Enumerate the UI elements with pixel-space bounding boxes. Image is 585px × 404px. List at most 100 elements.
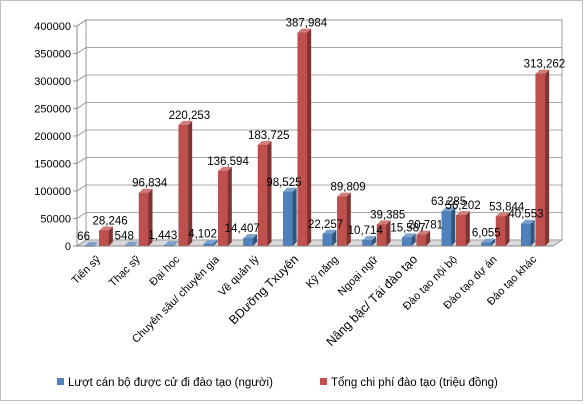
bar-side-2 [426,230,431,246]
data-label-series-2: 136,594 [207,156,249,168]
x-tick-label: BDưỡng Txuyên [226,252,301,327]
y-tick-label: 200000 [34,131,71,143]
bar-side-2 [346,192,351,246]
bar-top-2 [456,211,470,216]
data-label-series-2: 53,844 [489,201,525,213]
y-tick-label: 350000 [34,49,71,61]
x-tick-label: Đại học [147,253,182,288]
bar-side-1 [451,207,456,246]
bar-top-1 [521,219,535,224]
bar-1 [243,237,254,247]
gridline [76,47,562,54]
bar-top-2 [377,220,391,225]
bar-top-2 [218,166,232,171]
legend-swatch-series-2 [320,378,327,385]
bar-side-1 [173,241,178,246]
gridline [76,184,562,192]
bar-side-1 [292,187,297,246]
bar-top-1 [441,207,456,212]
gridlines [76,19,562,219]
bar-top-2 [416,230,431,235]
legend-label-series-1: Lượt cán bộ được cử đi đào tạo (người) [68,377,273,389]
bar-1 [441,210,452,247]
data-label-series-2: 20,781 [408,220,443,232]
bar-1 [481,242,492,247]
gridline [76,102,562,109]
y-tick-label: 250000 [34,104,71,116]
data-labels: 66 548 1,443 4,102 14,407 98,525 22,257 10,714 1… [77,18,565,243]
data-label-series-2: 39,385 [370,209,405,221]
y-tick-label: 100000 [34,186,71,198]
bar-1 [401,237,412,247]
y-axis: 0 50000 100000 150000 200000 250000 300000 3500… [34,21,78,253]
data-label-series-1: 15,587 [390,222,425,234]
bar-side-1 [134,241,138,246]
y-tick-label: 150000 [34,159,71,171]
legend-swatch-series-1 [57,378,64,385]
gridline [76,157,562,164]
x-tick-label: Kỹ năng [304,254,341,291]
data-label-series-2: 89,809 [330,182,365,194]
bar-side-2 [386,220,391,246]
bar-side-1 [491,238,495,246]
bar-top-1 [362,236,376,241]
bar-top-2 [99,226,113,231]
bar-side-1 [530,219,535,246]
data-label-series-2: 313,262 [524,59,566,71]
y-tick-label: 0 [65,241,71,253]
bar-2 [99,230,110,247]
x-tick-label: Thạc sỹ [107,253,143,289]
data-label-series-2: 183,725 [248,130,290,142]
legend: Lượt cán bộ được cử đi đào tạo (người) T… [57,377,498,389]
data-label-series-1: 98,525 [266,177,301,189]
bar-top-2 [297,28,312,33]
data-label-series-1: 66 [77,231,90,243]
bar-top-1 [283,187,297,192]
data-label-series-1: 548 [115,231,134,243]
bar-side-1 [94,241,99,246]
bar-side-2 [545,69,550,246]
data-label-series-2: 220,253 [169,110,211,122]
data-label-series-1: 10,714 [348,225,384,237]
bar-1 [520,223,531,247]
bar-side-2 [148,188,153,246]
y-tick-label: 400000 [34,21,71,33]
bar-side-1 [253,234,257,246]
gridline [76,212,562,219]
legend-label-series-2: Tổng chi phí đào tạo (triệu đồng) [331,377,498,389]
bar-2 [178,124,189,247]
bar-2 [297,32,308,247]
bar-top-1 [243,234,257,239]
bar-side-2 [505,212,510,246]
bar-top-2 [496,212,510,217]
bar-top-1 [164,241,178,246]
bar-top-2 [535,69,550,74]
bar-side-2 [307,28,312,247]
data-label-series-1: 22,257 [308,219,343,231]
bar-2 [138,192,149,247]
bar-2 [416,234,427,247]
bar-top-1 [124,241,138,246]
bar-top-1 [322,229,337,234]
x-tick-label: Tiến sỹ [70,253,104,287]
y-tick-label: 50000 [40,214,71,226]
bar-top-1 [481,238,495,243]
bar-side-2 [465,211,470,246]
gridline [76,74,562,82]
data-label-series-1: 63,285 [431,196,466,208]
bar-1 [362,239,373,247]
gridline [76,19,562,27]
bar-side-2 [227,166,232,246]
bar-side-1 [332,229,337,246]
bar-side-1 [213,239,218,246]
bar-top-1 [84,241,99,246]
bar-top-1 [203,239,218,244]
bar-1 [322,233,333,247]
bar-top-2 [337,192,351,197]
bar-top-2 [139,188,153,193]
data-label-series-2: 56,202 [445,200,480,212]
bar-side-2 [188,120,193,246]
data-label-series-2: 28,246 [92,215,127,227]
